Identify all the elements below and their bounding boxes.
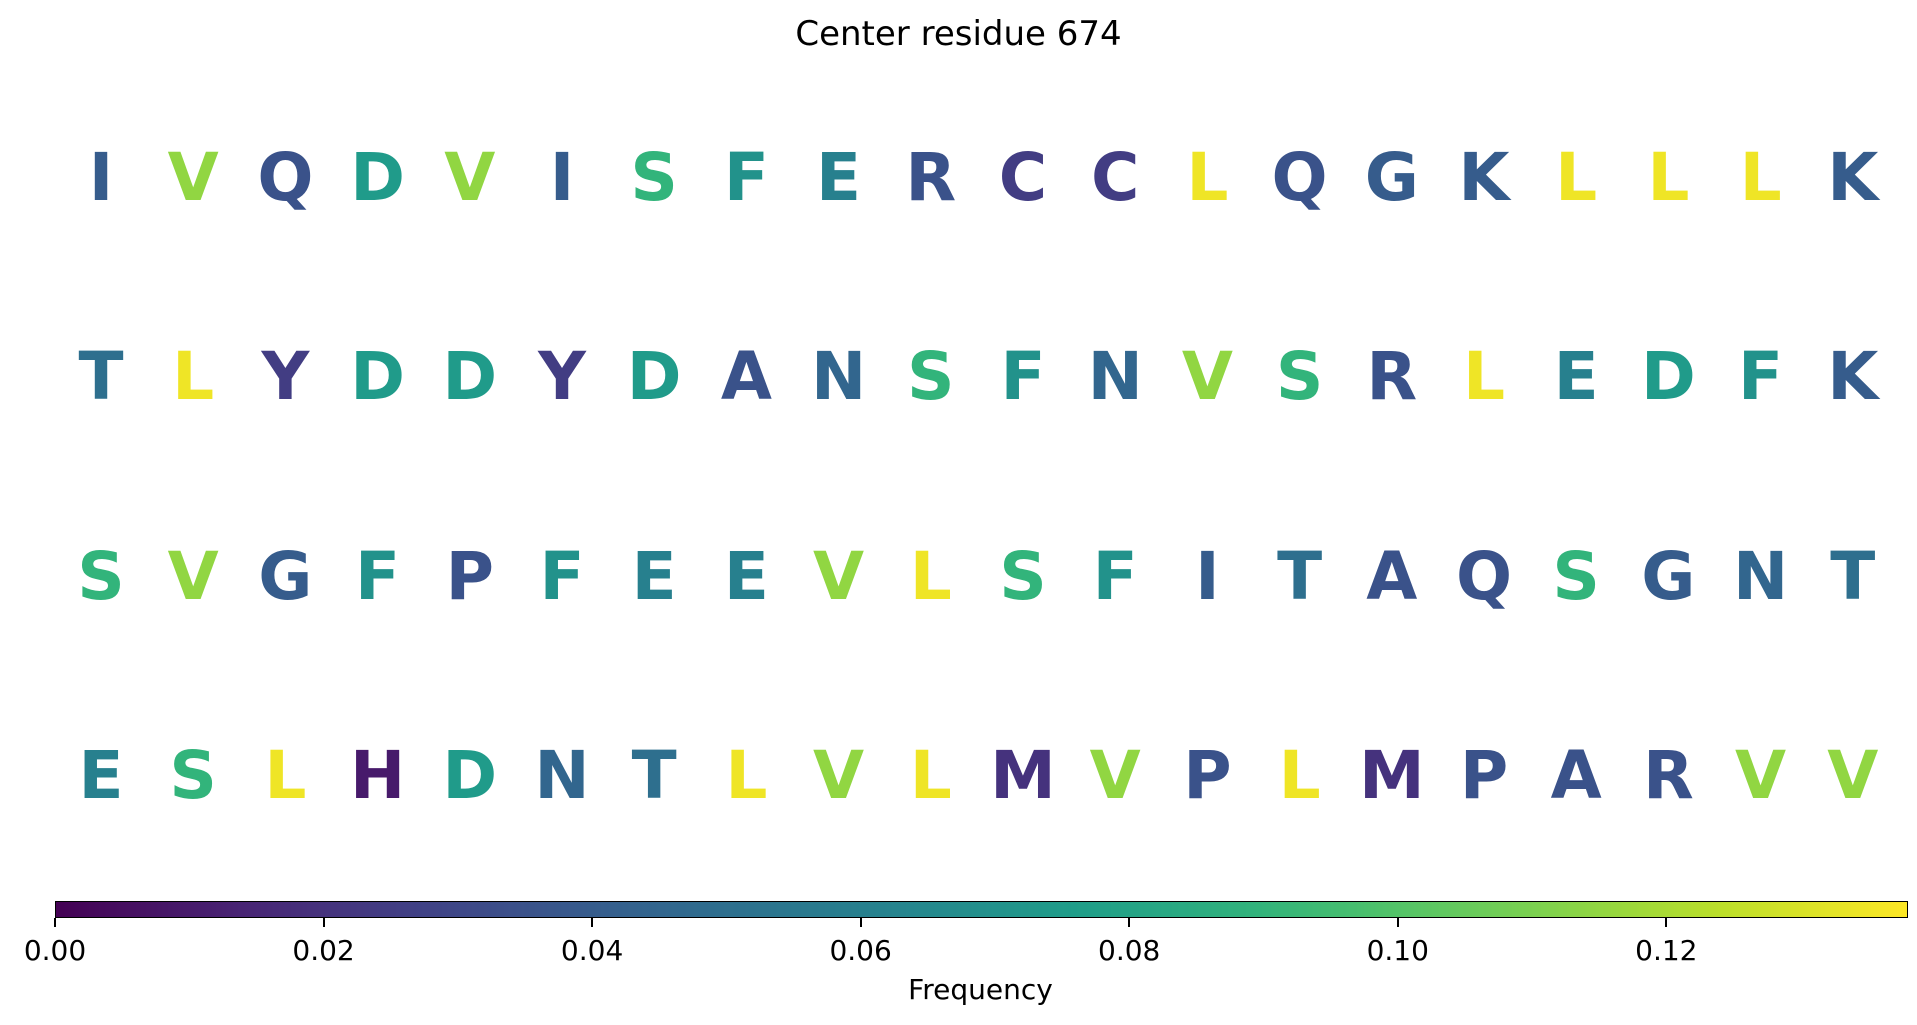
residue-letter: S: [1552, 538, 1600, 615]
colorbar-tick-label: 0.10: [1366, 934, 1429, 967]
colorbar-tick: [859, 918, 862, 927]
residue-letter: E: [816, 139, 862, 216]
residue-letter: I: [1195, 538, 1220, 615]
colorbar-tick-label: 0.06: [829, 934, 892, 967]
residue-letter: S: [1275, 338, 1324, 415]
residue-letter: P: [1459, 737, 1509, 814]
residue-letter: L: [725, 737, 768, 814]
colorbar-tick: [1665, 918, 1668, 927]
residue-letter: L: [1555, 139, 1598, 216]
residue-letter: R: [905, 139, 957, 216]
colorbar: [55, 901, 1908, 918]
residue-letter: C: [1090, 139, 1140, 216]
residue-letter: D: [350, 338, 405, 415]
colorbar-tick: [54, 918, 56, 927]
residue-letter: S: [630, 139, 678, 216]
residue-letter: F: [1000, 338, 1046, 415]
residue-letter: R: [1366, 338, 1418, 415]
residue-letter: D: [626, 338, 682, 415]
residue-letter: L: [1647, 139, 1690, 216]
residue-letter: R: [1642, 737, 1694, 814]
colorbar-tick: [322, 918, 325, 927]
residue-letter: V: [1827, 737, 1879, 814]
residue-letter: L: [1462, 338, 1506, 415]
colorbar-tick: [1128, 918, 1131, 927]
residue-letter: A: [1550, 737, 1602, 814]
residue-letter: Y: [538, 338, 586, 415]
residue-letter: S: [77, 538, 125, 615]
residue-letter: F: [1738, 338, 1784, 415]
residue-letter: P: [445, 538, 494, 615]
residue-letter: K: [1827, 338, 1879, 415]
residue-letter: L: [1278, 737, 1321, 814]
residue-letter: D: [442, 737, 498, 814]
residue-letter: L: [172, 338, 215, 415]
colorbar-tick-label: 0.08: [1098, 934, 1161, 967]
residue-letter: L: [264, 737, 307, 814]
residue-letter: F: [355, 538, 401, 615]
residue-letter: I: [88, 139, 114, 216]
residue-letter: A: [720, 338, 772, 415]
residue-letter: N: [1732, 538, 1789, 615]
residue-letter: N: [810, 338, 867, 415]
residue-letter: V: [167, 139, 219, 216]
residue-letter: K: [1458, 139, 1510, 216]
residue-letter: V: [813, 737, 865, 814]
residue-letter: V: [1181, 338, 1233, 415]
colorbar-label: Frequency: [908, 973, 1053, 1006]
residue-letter: D: [350, 139, 405, 216]
residue-letter: V: [813, 538, 865, 615]
residue-letter: T: [78, 338, 124, 415]
residue-letter: T: [1830, 538, 1876, 615]
residue-letter: M: [990, 737, 1056, 814]
residue-letter: L: [909, 538, 952, 615]
residue-letter: A: [1366, 538, 1418, 615]
residue-letter: M: [1358, 737, 1425, 814]
residue-letter: F: [723, 139, 769, 216]
residue-letter: L: [1186, 139, 1229, 216]
residue-letter: E: [723, 538, 769, 615]
residue-letter: H: [349, 737, 406, 814]
colorbar-tick-label: 0.12: [1635, 934, 1698, 967]
residue-letter: V: [1089, 737, 1141, 814]
residue-letter: F: [1092, 538, 1138, 615]
residue-letter: D: [1640, 338, 1696, 415]
residue-letter: V: [1735, 737, 1787, 814]
residue-letter: G: [258, 538, 313, 615]
chart-title: Center residue 674: [795, 14, 1122, 54]
residue-letter: V: [444, 139, 496, 216]
colorbar-tick-label: 0.02: [292, 934, 355, 967]
residue-letter: T: [631, 737, 677, 814]
residue-letter: Q: [257, 139, 314, 216]
residue-letter: G: [1641, 538, 1696, 615]
residue-letter: I: [549, 139, 575, 216]
residue-letter: K: [1827, 139, 1879, 216]
residue-letter: F: [539, 538, 585, 615]
residue-letter: V: [167, 538, 219, 615]
colorbar-tick-label: 0.00: [23, 934, 87, 967]
residue-letter: N: [1087, 338, 1143, 415]
residue-letter: Q: [1455, 538, 1513, 615]
residue-letter: E: [631, 538, 677, 615]
residue-letter: Y: [261, 338, 310, 415]
residue-letter: T: [1277, 538, 1323, 615]
residue-letter: E: [78, 737, 124, 814]
residue-letter: S: [907, 338, 955, 415]
residue-letter: C: [998, 139, 1048, 216]
colorbar-tick: [591, 918, 594, 927]
colorbar-tick: [1396, 918, 1399, 927]
colorbar-tick-label: 0.04: [560, 934, 624, 967]
residue-letter: D: [442, 338, 498, 415]
residue-letter: E: [1553, 338, 1599, 415]
residue-letter: S: [169, 737, 217, 814]
residue-letter: P: [1183, 737, 1232, 814]
residue-letter: N: [534, 737, 590, 814]
residue-letter: G: [1364, 139, 1419, 216]
residue-letter: L: [1739, 139, 1782, 216]
residue-letter: L: [909, 737, 952, 814]
residue-letter: Q: [1271, 139, 1328, 216]
residue-letter: S: [999, 538, 1047, 615]
